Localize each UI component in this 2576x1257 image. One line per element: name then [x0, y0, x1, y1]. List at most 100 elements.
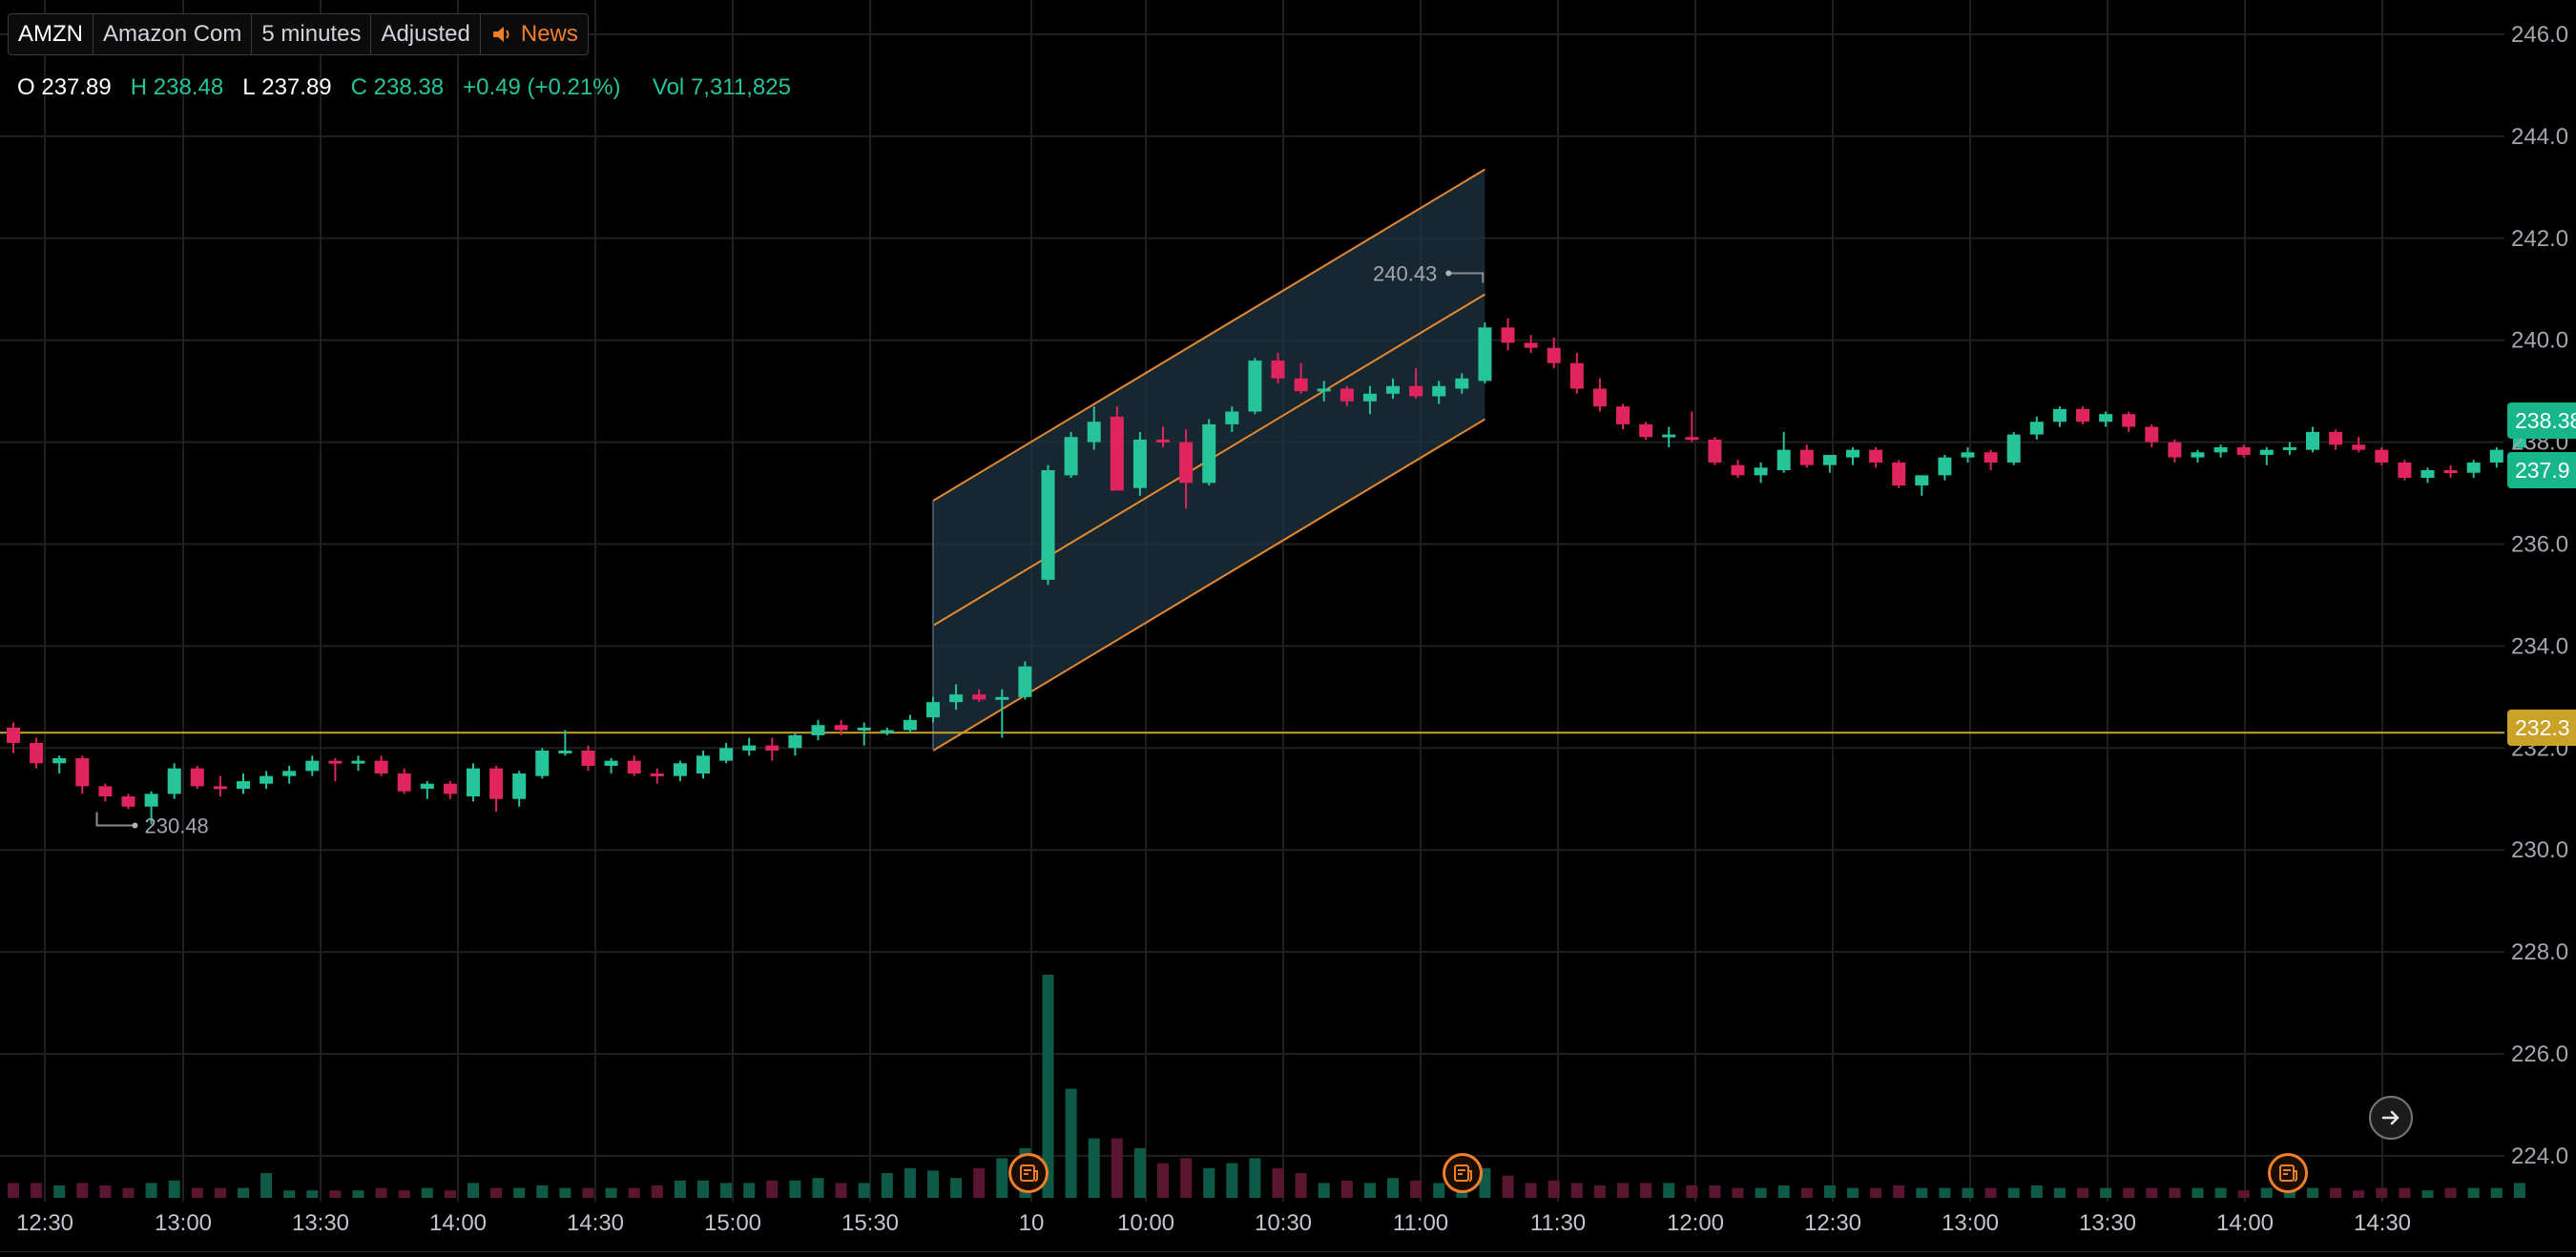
- volume-bar: [2330, 1187, 2342, 1198]
- news-button[interactable]: News: [481, 14, 588, 54]
- volume-bar: [1088, 1138, 1100, 1198]
- candle-body: [1132, 439, 1147, 488]
- volume-bar: [950, 1178, 963, 1198]
- candle: [1179, 429, 1194, 509]
- candle: [2375, 446, 2389, 465]
- volume-bar: [260, 1173, 273, 1198]
- news-icon: [1454, 1164, 1472, 1182]
- candle: [1869, 446, 1883, 468]
- candle-body: [1362, 393, 1377, 402]
- candle: [397, 768, 411, 794]
- candle: [282, 766, 297, 784]
- volume-label: Vol: [652, 74, 685, 100]
- candle: [2282, 442, 2296, 455]
- time-tick-label: 14:00: [2216, 1210, 2274, 1236]
- volume-bar: [329, 1190, 342, 1198]
- candle: [627, 755, 641, 776]
- candle-body: [1984, 452, 1998, 463]
- candle: [2398, 460, 2412, 481]
- candle: [1271, 353, 1285, 384]
- candle: [2191, 449, 2205, 463]
- volume-bar: [927, 1170, 939, 1198]
- candle-body: [880, 730, 894, 733]
- candle: [1846, 446, 1859, 465]
- time-tick-label: 14:30: [2354, 1210, 2411, 1236]
- volume-bar: [858, 1183, 870, 1198]
- news-icon: [2279, 1164, 2297, 1182]
- candle: [1915, 475, 1929, 496]
- volume-bar: [1318, 1183, 1330, 1198]
- symbol-button[interactable]: AMZN: [9, 14, 93, 54]
- volume-bar: [1663, 1183, 1675, 1198]
- time-tick-label: 14:00: [429, 1210, 487, 1236]
- candle: [1776, 431, 1791, 473]
- interval-button[interactable]: 5 minutes: [252, 14, 372, 54]
- volume-bar: [2421, 1190, 2434, 1198]
- candle: [2259, 446, 2274, 465]
- candle-body: [260, 775, 274, 784]
- candle-body: [926, 702, 940, 718]
- volume-bar: [812, 1178, 824, 1198]
- company-name[interactable]: Amazon Com: [93, 14, 253, 54]
- volume-bar: [1570, 1183, 1583, 1198]
- price-tick-label: 230.0: [2511, 837, 2568, 863]
- high-value: 238.48: [153, 74, 224, 100]
- price-tick-label: 240.0: [2511, 328, 2568, 354]
- scroll-to-latest-button[interactable]: [2369, 1096, 2413, 1140]
- chart-grid: [0, 0, 2504, 1202]
- candle: [30, 737, 44, 769]
- candle: [443, 781, 457, 799]
- candle-body: [489, 768, 504, 799]
- candle-body: [167, 768, 181, 794]
- candle-body: [121, 796, 135, 807]
- news-marker[interactable]: [1008, 1153, 1049, 1193]
- adjustment-button[interactable]: Adjusted: [371, 14, 481, 54]
- candle: [2145, 423, 2159, 447]
- volume-bar: [2260, 1187, 2273, 1198]
- candle: [467, 763, 480, 802]
- open-label: O: [17, 74, 35, 100]
- volume-bar: [352, 1190, 364, 1198]
- candle: [1685, 411, 1699, 443]
- candle-body: [2076, 408, 2089, 422]
- candle: [2213, 444, 2228, 458]
- candle-body: [949, 694, 964, 703]
- candle-body: [328, 760, 343, 764]
- volume-bar: [191, 1187, 203, 1198]
- candle: [2076, 406, 2089, 424]
- volume-bar: [2307, 1187, 2318, 1198]
- candle: [351, 755, 365, 772]
- volume-bar: [2490, 1187, 2503, 1198]
- price-tick-label: 226.0: [2511, 1041, 2568, 1067]
- time-tick-label: 13:00: [155, 1210, 212, 1236]
- candle: [1455, 373, 1469, 394]
- volume-bar: [766, 1180, 779, 1198]
- volume-bar: [720, 1183, 733, 1198]
- candle-body: [7, 727, 20, 743]
- candle-body: [1317, 388, 1331, 392]
- candle-body: [1156, 439, 1170, 443]
- time-tick-label: 10: [1019, 1210, 1045, 1236]
- candle: [1386, 378, 1400, 400]
- candle-body: [2168, 442, 2182, 458]
- candle-body: [2352, 444, 2366, 450]
- bottom-divider: [0, 1251, 2576, 1252]
- candle-body: [1846, 449, 1859, 458]
- candle-body: [2443, 469, 2458, 473]
- volume-bar: [789, 1180, 801, 1198]
- volume-bars: [8, 975, 2525, 1198]
- volume-bar: [2214, 1187, 2227, 1198]
- high-label: H: [130, 74, 148, 100]
- price-tick-label: 228.0: [2511, 939, 2568, 965]
- news-marker[interactable]: [1443, 1153, 1483, 1193]
- volume-bar: [559, 1187, 571, 1198]
- news-label: News: [520, 21, 578, 47]
- time-tick-label: 10:00: [1117, 1210, 1174, 1236]
- candle-body: [2259, 449, 2274, 455]
- candle-body: [1478, 327, 1492, 381]
- volume-bar: [1295, 1173, 1307, 1198]
- news-marker[interactable]: [2268, 1153, 2308, 1193]
- candle: [512, 771, 527, 807]
- time-tick-label: 12:30: [16, 1210, 73, 1236]
